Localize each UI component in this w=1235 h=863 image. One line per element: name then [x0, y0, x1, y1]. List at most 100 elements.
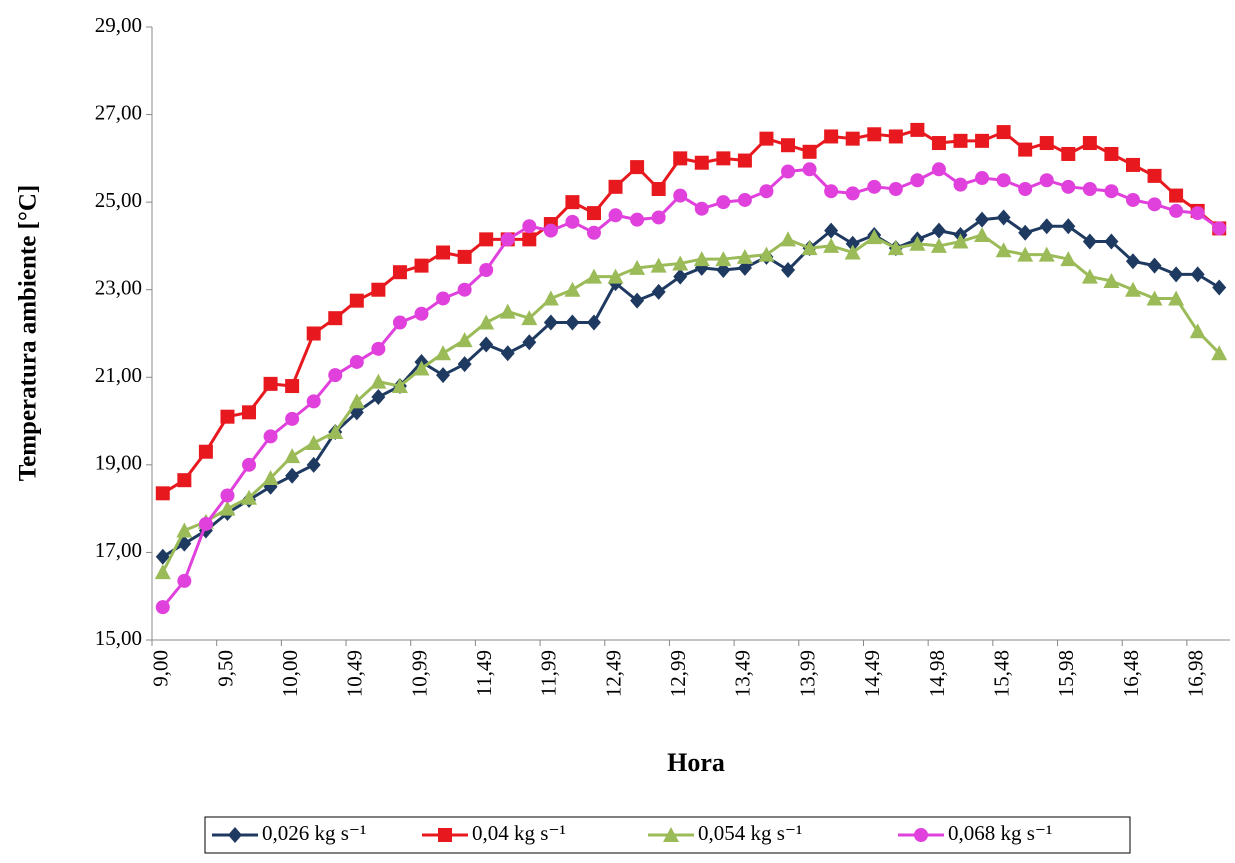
data-point — [241, 489, 258, 505]
data-point — [522, 334, 537, 351]
data-point — [802, 162, 817, 177]
x-tick-label: 16,98 — [1183, 650, 1207, 697]
data-point — [910, 173, 925, 188]
data-point — [370, 373, 387, 389]
x-tick-label: 15,98 — [1054, 650, 1078, 697]
data-point — [1169, 188, 1184, 203]
data-point — [177, 473, 192, 488]
legend-marker — [914, 828, 928, 842]
data-point — [845, 131, 860, 146]
data-point — [1061, 146, 1076, 161]
data-point — [392, 315, 407, 330]
data-point — [198, 444, 213, 459]
data-point — [888, 182, 903, 197]
data-point — [630, 160, 645, 175]
data-point — [565, 195, 580, 210]
data-point — [479, 336, 494, 353]
data-point — [565, 214, 580, 229]
x-tick-label: 12,49 — [601, 650, 625, 697]
legend-label: 0,054 kg s⁻¹ — [698, 821, 802, 845]
data-point — [305, 434, 322, 450]
data-point — [975, 171, 990, 186]
data-point — [1125, 157, 1140, 172]
legend-marker — [438, 828, 452, 842]
data-point — [371, 388, 386, 405]
x-tick-label: 11,99 — [537, 650, 561, 696]
data-point — [1169, 203, 1184, 218]
data-point — [651, 182, 666, 197]
data-point — [414, 258, 429, 273]
data-point — [887, 240, 904, 256]
y-axis-title: Temperatura ambiente [°C] — [15, 185, 42, 482]
data-point — [392, 265, 407, 280]
x-tick-label: 10,99 — [407, 650, 431, 697]
data-point — [1125, 253, 1140, 270]
data-point — [867, 179, 882, 194]
data-point — [694, 155, 709, 170]
y-tick-label: 19,00 — [95, 451, 142, 475]
series-line — [161, 233, 1221, 573]
data-point — [758, 246, 775, 262]
data-point — [1124, 281, 1141, 297]
data-point — [607, 268, 624, 284]
data-point — [1082, 233, 1097, 250]
data-point — [285, 379, 300, 394]
data-point — [715, 251, 732, 267]
data-point — [154, 564, 171, 580]
y-tick-label: 27,00 — [95, 100, 142, 124]
data-point — [586, 314, 601, 331]
y-tick-label: 15,00 — [95, 626, 142, 650]
legend-label: 0,026 kg s⁻¹ — [262, 821, 366, 845]
data-point — [931, 136, 946, 151]
data-point — [414, 306, 429, 321]
data-point — [371, 341, 386, 356]
data-point — [845, 186, 860, 201]
data-point — [478, 314, 495, 330]
data-point — [909, 235, 926, 251]
data-point — [996, 209, 1011, 226]
data-point — [866, 229, 883, 245]
data-point — [285, 411, 300, 426]
data-point — [1190, 266, 1205, 283]
data-point — [155, 600, 170, 615]
legend-label: 0,068 kg s⁻¹ — [948, 821, 1052, 845]
data-point — [1146, 290, 1163, 306]
data-point — [457, 356, 472, 373]
x-tick-label: 9,50 — [213, 650, 237, 687]
data-point — [176, 522, 193, 538]
x-tick-label: 14,98 — [925, 650, 949, 697]
y-tick-label: 17,00 — [95, 538, 142, 562]
data-point — [285, 467, 300, 484]
data-point — [1212, 221, 1227, 236]
data-point — [910, 122, 925, 137]
data-point — [521, 310, 538, 326]
data-point — [479, 232, 494, 247]
data-point — [1190, 206, 1205, 221]
data-point — [306, 456, 321, 473]
data-point — [1104, 146, 1119, 161]
x-tick-label: 13,49 — [731, 650, 755, 697]
data-point — [1061, 179, 1076, 194]
data-point — [198, 516, 213, 531]
x-axis-title: Hora — [667, 748, 725, 777]
data-point — [608, 208, 623, 223]
data-point — [263, 429, 278, 444]
data-point — [996, 125, 1011, 140]
data-point — [1018, 142, 1033, 157]
data-point — [1039, 136, 1054, 151]
data-point — [651, 283, 666, 300]
data-point — [499, 303, 516, 319]
data-point — [716, 151, 731, 166]
data-point — [220, 409, 235, 424]
x-tick-label: 14,49 — [860, 650, 884, 697]
x-tick-label: 12,99 — [666, 650, 690, 697]
data-point — [781, 164, 796, 179]
data-point — [348, 393, 365, 409]
data-point — [1061, 218, 1076, 235]
data-point — [1189, 323, 1206, 339]
x-tick-label: 9,00 — [149, 650, 173, 687]
data-point — [522, 232, 537, 247]
data-point — [996, 173, 1011, 188]
data-point — [219, 500, 236, 516]
